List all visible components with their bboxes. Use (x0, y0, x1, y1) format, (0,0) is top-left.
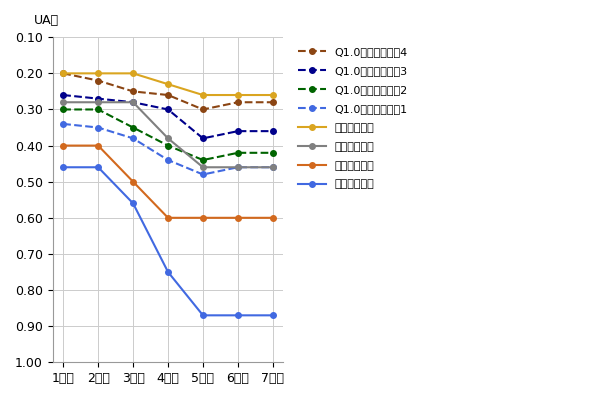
省エネ７等級 (164, 82, 172, 86)
Line: Q1.0住宅レベル－4: Q1.0住宅レベル－4 (61, 70, 275, 112)
Q1.0住宅レベル－2 (199, 158, 206, 162)
Line: 省エネ５等級: 省エネ５等級 (61, 143, 275, 220)
省エネ６等級 (235, 165, 242, 170)
Q1.0住宅レベル－4 (164, 93, 172, 98)
Text: UA値: UA値 (34, 14, 59, 28)
省エネ４等級 (235, 313, 242, 318)
省エネ６等級 (59, 100, 67, 105)
省エネ５等級 (164, 216, 172, 220)
Line: 省エネ４等級: 省エネ４等級 (61, 164, 275, 318)
省エネ６等級 (95, 100, 102, 105)
省エネ４等級 (95, 165, 102, 170)
省エネ７等級 (130, 71, 137, 76)
省エネ５等級 (59, 143, 67, 148)
省エネ７等級 (199, 93, 206, 98)
省エネ７等級 (59, 71, 67, 76)
Q1.0住宅レベル－1 (199, 172, 206, 177)
Q1.0住宅レベル－1 (235, 165, 242, 170)
Q1.0住宅レベル－2 (130, 125, 137, 130)
Legend: Q1.0住宅レベル－4, Q1.0住宅レベル－3, Q1.0住宅レベル－2, Q1.0住宅レベル－1, 省エネ７等級, 省エネ６等級, 省エネ５等級, 省エネ４: Q1.0住宅レベル－4, Q1.0住宅レベル－3, Q1.0住宅レベル－2, Q… (293, 43, 412, 194)
省エネ５等級 (199, 216, 206, 220)
省エネ５等級 (95, 143, 102, 148)
Q1.0住宅レベル－2 (59, 107, 67, 112)
Q1.0住宅レベル－3 (199, 136, 206, 141)
省エネ７等級 (95, 71, 102, 76)
省エネ４等級 (199, 313, 206, 318)
Q1.0住宅レベル－2 (95, 107, 102, 112)
Q1.0住宅レベル－4 (59, 71, 67, 76)
Q1.0住宅レベル－1 (130, 136, 137, 141)
省エネ６等級 (164, 136, 172, 141)
省エネ７等級 (269, 93, 277, 98)
省エネ５等級 (130, 179, 137, 184)
Q1.0住宅レベル－1 (269, 165, 277, 170)
省エネ６等級 (199, 165, 206, 170)
Line: Q1.0住宅レベル－3: Q1.0住宅レベル－3 (61, 92, 275, 141)
Q1.0住宅レベル－4 (269, 100, 277, 105)
省エネ５等級 (235, 216, 242, 220)
Q1.0住宅レベル－4 (235, 100, 242, 105)
Q1.0住宅レベル－3 (164, 107, 172, 112)
省エネ４等級 (164, 270, 172, 274)
省エネ６等級 (130, 100, 137, 105)
Q1.0住宅レベル－1 (59, 122, 67, 126)
Q1.0住宅レベル－2 (269, 150, 277, 155)
Q1.0住宅レベル－3 (95, 96, 102, 101)
省エネ７等級 (235, 93, 242, 98)
Q1.0住宅レベル－3 (269, 129, 277, 134)
省エネ４等級 (59, 165, 67, 170)
Q1.0住宅レベル－1 (164, 158, 172, 162)
Q1.0住宅レベル－4 (95, 78, 102, 83)
Q1.0住宅レベル－4 (199, 107, 206, 112)
省エネ４等級 (269, 313, 277, 318)
Line: Q1.0住宅レベル－2: Q1.0住宅レベル－2 (61, 107, 275, 163)
省エネ４等級 (130, 201, 137, 206)
Q1.0住宅レベル－3 (130, 100, 137, 105)
省エネ５等級 (269, 216, 277, 220)
Q1.0住宅レベル－2 (235, 150, 242, 155)
Q1.0住宅レベル－3 (235, 129, 242, 134)
Q1.0住宅レベル－4 (130, 89, 137, 94)
Q1.0住宅レベル－2 (164, 143, 172, 148)
省エネ６等級 (269, 165, 277, 170)
Q1.0住宅レベル－3 (59, 93, 67, 98)
Line: Q1.0住宅レベル－1: Q1.0住宅レベル－1 (61, 121, 275, 177)
Line: 省エネ６等級: 省エネ６等級 (61, 100, 275, 170)
Q1.0住宅レベル－1 (95, 125, 102, 130)
Line: 省エネ７等級: 省エネ７等級 (61, 70, 275, 98)
